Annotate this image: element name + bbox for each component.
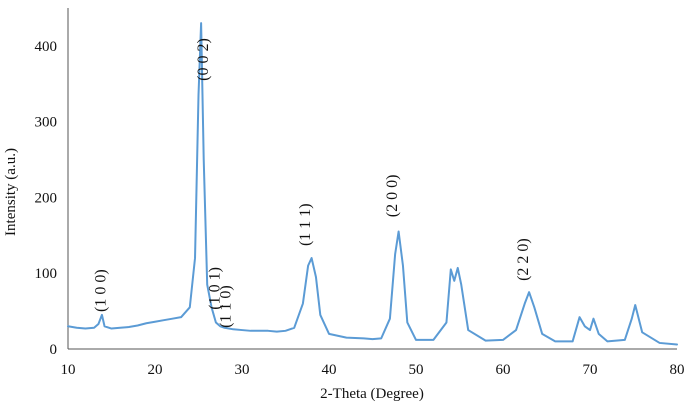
- y-axis: 0 100 200 300 400: [35, 8, 69, 358]
- peak-label: (1 0 1): [206, 267, 223, 310]
- x-axis-title: 2-Theta (Degree): [320, 386, 424, 402]
- x-tick-label: 80: [670, 362, 685, 378]
- peak-label: (1 1 0): [218, 285, 235, 328]
- x-tick-label: 30: [235, 362, 250, 378]
- x-axis: 10 20 30 40 50 60 70 80: [61, 348, 685, 378]
- y-tick-label: 0: [50, 342, 58, 358]
- peak-label: (2 2 0): [515, 238, 532, 281]
- y-axis-title: Intensity (a.u.): [3, 148, 19, 236]
- peak-label: (1 1 1): [297, 203, 314, 246]
- y-tick-label: 400: [35, 39, 58, 55]
- series-group: [67, 22, 678, 346]
- x-tick-label: 60: [496, 362, 511, 378]
- x-tick-label: 10: [61, 362, 76, 378]
- annotation-group: (0 0 2) (1 0 0) (1 0 1)(1 1 0) (1 1 1) (2 0 …: [92, 38, 532, 328]
- xrd-series-line: [67, 22, 678, 346]
- peak-label: (1 0 0): [92, 269, 109, 312]
- x-tick-label: 40: [322, 362, 337, 378]
- x-tick-label: 70: [583, 362, 598, 378]
- y-tick-label: 100: [35, 266, 58, 282]
- x-tick-label: 50: [409, 362, 424, 378]
- y-tick-label: 200: [35, 190, 58, 206]
- peak-label: (2 0 0): [384, 175, 401, 218]
- x-tick-label: 20: [148, 362, 163, 378]
- peak-label: (0 0 2): [195, 38, 212, 81]
- y-tick-label: 300: [35, 115, 58, 131]
